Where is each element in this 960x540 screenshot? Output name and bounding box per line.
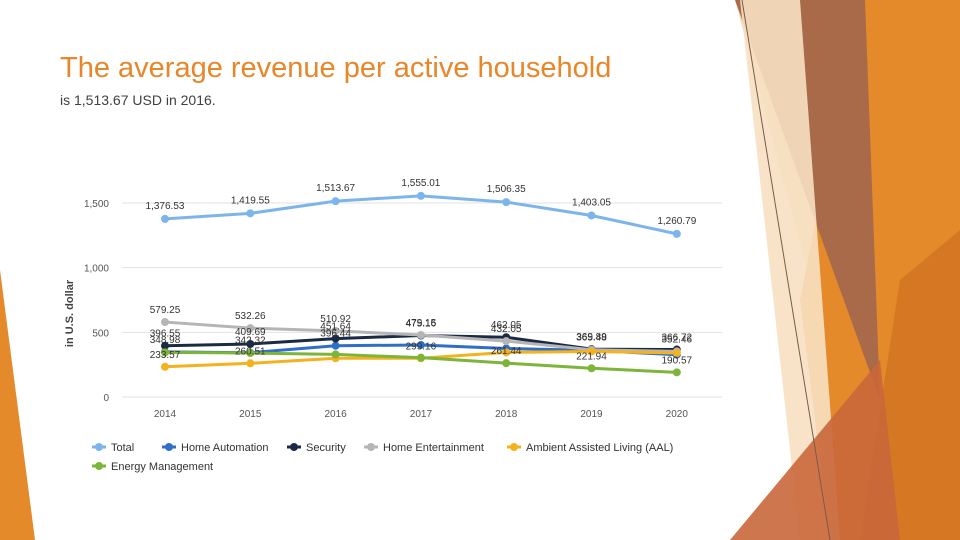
- data-label: 409.69: [235, 327, 266, 338]
- x-tick-label: 2016: [324, 409, 347, 420]
- data-label: 1,555.01: [401, 178, 440, 189]
- deco-left-sliver: [0, 270, 35, 540]
- legend-marker: [95, 462, 103, 470]
- data-label: 1,419.55: [231, 195, 270, 206]
- legend-label[interactable]: Home Automation: [181, 442, 268, 454]
- legend-marker: [367, 443, 375, 451]
- data-label: 1,506.35: [487, 184, 526, 195]
- data-label: 233.57: [150, 350, 181, 361]
- chart-axes: 0 500 1,000 1,500 in U.S. dollar 2014 2015 2016…: [64, 199, 688, 420]
- chart-legend: Total Home Automation Security Home Enterta…: [92, 442, 673, 473]
- data-point[interactable]: [672, 229, 681, 238]
- data-point[interactable]: [587, 211, 596, 220]
- data-point[interactable]: [587, 347, 596, 356]
- data-label: 342.32: [235, 336, 266, 347]
- legend-label[interactable]: Security: [306, 442, 346, 454]
- data-label: 261.44: [491, 346, 522, 357]
- data-label: 348.98: [150, 335, 181, 346]
- data-label: 396.44: [320, 329, 351, 340]
- data-label: 365.48: [576, 333, 607, 344]
- data-point[interactable]: [331, 334, 340, 343]
- data-point[interactable]: [161, 318, 169, 327]
- legend-marker: [510, 443, 518, 451]
- data-point[interactable]: [416, 340, 425, 349]
- legend-label[interactable]: Total: [111, 442, 134, 454]
- x-tick-label: 2019: [580, 409, 603, 420]
- data-point[interactable]: [502, 348, 511, 357]
- data-point[interactable]: [161, 348, 169, 357]
- deco-light-triangle: [740, 0, 840, 540]
- y-tick-label: 1,500: [84, 199, 109, 210]
- chart-data-labels: 1,376.53 1,419.55 1,513.67 1,555.01 1,506.35…: [146, 178, 697, 367]
- data-point[interactable]: [246, 339, 255, 348]
- data-label: 369.89: [576, 332, 607, 343]
- legend-label[interactable]: Ambient Assisted Living (AAL): [526, 442, 673, 454]
- data-label: 260.51: [235, 346, 266, 357]
- data-point[interactable]: [246, 359, 255, 368]
- data-label: 432.05: [491, 324, 522, 335]
- data-label: 451.64: [320, 322, 351, 333]
- chart-series: [161, 191, 681, 377]
- x-tick-label: 2017: [410, 409, 433, 420]
- data-label: 579.25: [150, 305, 181, 316]
- data-point[interactable]: [502, 337, 511, 346]
- y-tick-label: 0: [103, 393, 109, 404]
- data-label: 462.05: [491, 320, 522, 331]
- data-label: 1,403.05: [572, 197, 611, 208]
- data-point[interactable]: [246, 209, 255, 218]
- data-point[interactable]: [161, 362, 169, 371]
- x-tick-label: 2020: [666, 409, 689, 420]
- x-tick-label: 2014: [154, 409, 177, 420]
- slide-title: The average revenue per active household: [60, 52, 612, 84]
- chart-gridlines: [122, 202, 722, 398]
- data-point[interactable]: [331, 350, 340, 359]
- data-label: 1,376.53: [146, 201, 185, 212]
- data-point[interactable]: [502, 198, 511, 207]
- data-label: 190.57: [662, 355, 693, 366]
- data-label: 366.72: [662, 333, 693, 344]
- data-label: 352.46: [662, 334, 693, 345]
- x-tick-label: 2015: [239, 409, 262, 420]
- data-label: 221.94: [576, 351, 607, 362]
- legend-marker: [95, 443, 103, 451]
- data-label: 475.16: [406, 319, 437, 330]
- data-label: 510.92: [320, 314, 351, 325]
- data-label: 1,260.79: [657, 216, 696, 227]
- data-label: 1,513.67: [316, 183, 355, 194]
- data-point[interactable]: [331, 341, 340, 350]
- y-tick-label: 1,000: [84, 264, 109, 275]
- data-point[interactable]: [416, 353, 425, 362]
- data-point[interactable]: [331, 197, 340, 206]
- data-label: 532.26: [235, 311, 266, 322]
- data-point[interactable]: [416, 331, 425, 340]
- y-axis-label: in U.S. dollar: [64, 279, 76, 347]
- data-label: 299.16: [406, 341, 437, 352]
- slide-subtitle: is 1,513.67 USD in 2016.: [60, 92, 216, 108]
- data-point[interactable]: [161, 214, 169, 223]
- data-point[interactable]: [246, 349, 255, 358]
- data-label: 479.15: [406, 318, 437, 329]
- data-point[interactable]: [502, 359, 511, 368]
- legend-marker: [290, 443, 298, 451]
- data-point[interactable]: [672, 368, 681, 377]
- legend-marker: [165, 443, 173, 451]
- deco-thin-line: [741, 0, 831, 540]
- data-point[interactable]: [416, 191, 425, 200]
- data-point[interactable]: [587, 364, 596, 373]
- data-point[interactable]: [246, 324, 255, 333]
- data-point[interactable]: [161, 341, 169, 350]
- legend-label[interactable]: Energy Management: [111, 461, 213, 473]
- data-point[interactable]: [331, 326, 340, 335]
- data-label: 396.55: [150, 329, 181, 340]
- x-tick-label: 2018: [495, 409, 518, 420]
- y-tick-label: 500: [92, 328, 109, 339]
- data-point[interactable]: [672, 349, 681, 358]
- legend-label[interactable]: Home Entertainment: [383, 442, 484, 454]
